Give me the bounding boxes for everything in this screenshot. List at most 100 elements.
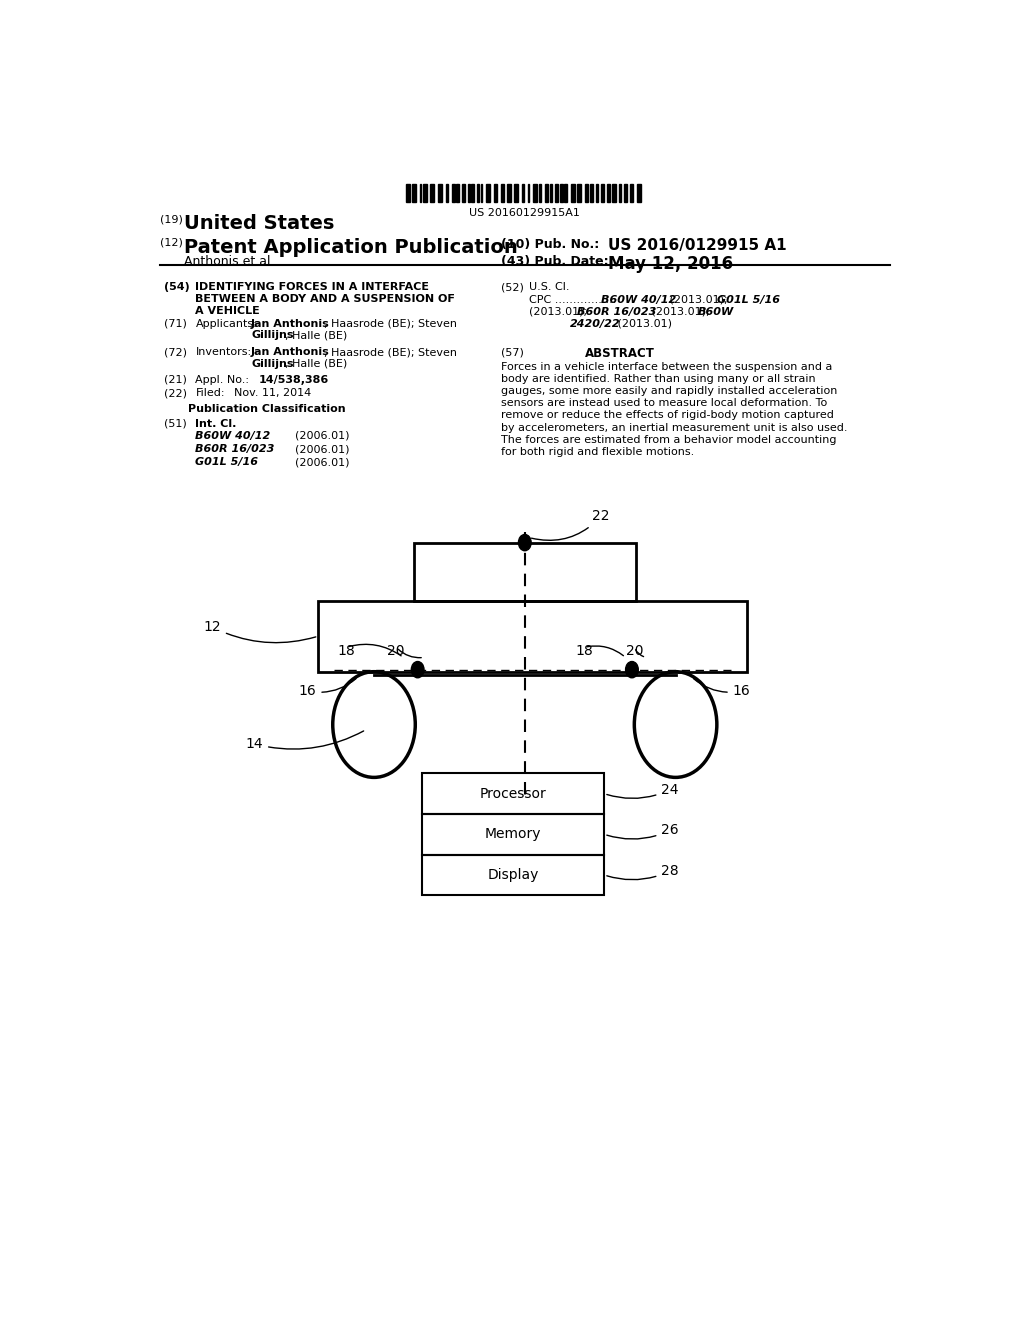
Bar (618, 183, 622, 202)
Circle shape (518, 535, 531, 550)
Text: United States: United States (183, 214, 334, 234)
Text: Jan Anthonis: Jan Anthonis (251, 319, 330, 329)
Text: B60W: B60W (697, 306, 734, 317)
Text: Memory: Memory (484, 828, 541, 841)
Text: body are identified. Rather than using many or all strain: body are identified. Rather than using m… (501, 374, 816, 384)
Text: (2006.01): (2006.01) (295, 444, 349, 454)
Text: (2013.01);: (2013.01); (666, 294, 728, 305)
Text: (19): (19) (160, 214, 182, 224)
Bar (420, 183, 421, 202)
Text: IDENTIFYING FORCES IN A INTERFACE
BETWEEN A BODY AND A SUSPENSION OF
A VEHICLE: IDENTIFYING FORCES IN A INTERFACE BETWEE… (196, 282, 456, 315)
Text: 18: 18 (575, 644, 593, 659)
Bar (422, 854, 604, 895)
Text: 18: 18 (337, 644, 355, 659)
Text: (52): (52) (501, 282, 524, 293)
Bar (318, 601, 748, 672)
Bar (550, 183, 552, 202)
Text: (22): (22) (164, 388, 186, 399)
Bar (514, 183, 518, 202)
Text: B60R 16/023: B60R 16/023 (578, 306, 656, 317)
Text: (10) Pub. No.:: (10) Pub. No.: (501, 238, 608, 251)
Bar (495, 183, 498, 202)
Text: Anthonis et al.: Anthonis et al. (183, 255, 274, 268)
Text: Jan Anthonis: Jan Anthonis (251, 347, 330, 358)
Text: (12): (12) (160, 238, 182, 248)
Text: 20: 20 (626, 644, 643, 659)
Text: ABSTRACT: ABSTRACT (585, 347, 655, 360)
Text: (2013.01);: (2013.01); (648, 306, 710, 317)
Text: (2006.01): (2006.01) (295, 457, 349, 467)
Text: 22: 22 (531, 510, 609, 540)
Bar (601, 183, 604, 202)
Bar (585, 183, 588, 202)
Bar (406, 183, 410, 202)
Text: , Haasrode (BE); Steven: , Haasrode (BE); Steven (324, 347, 457, 358)
Text: Int. Cl.: Int. Cl. (196, 418, 237, 429)
Bar (422, 774, 604, 814)
Bar (480, 183, 482, 202)
Text: B60W 40/12: B60W 40/12 (196, 430, 270, 441)
Bar (423, 183, 427, 202)
Bar (611, 183, 615, 202)
Text: Nov. 11, 2014: Nov. 11, 2014 (234, 388, 311, 399)
Text: Gillijns: Gillijns (251, 330, 294, 341)
Bar (446, 183, 447, 202)
Text: Inventors:: Inventors: (196, 347, 252, 358)
Text: Filed:: Filed: (196, 388, 225, 399)
Text: (2006.01): (2006.01) (295, 430, 349, 441)
Bar (430, 183, 434, 202)
Text: B60W 40/12: B60W 40/12 (601, 294, 676, 305)
Bar (452, 183, 455, 202)
Bar (471, 183, 474, 202)
Text: US 2016/0129915 A1: US 2016/0129915 A1 (608, 238, 786, 252)
Bar (540, 183, 541, 202)
Text: gauges, some more easily and rapidly installed acceleration: gauges, some more easily and rapidly ins… (501, 385, 838, 396)
Text: The forces are estimated from a behavior model accounting: The forces are estimated from a behavior… (501, 434, 837, 445)
Bar (545, 183, 548, 202)
Text: Applicants:: Applicants: (196, 319, 257, 329)
Circle shape (626, 661, 638, 677)
Text: (2013.01);: (2013.01); (528, 306, 587, 317)
Text: 14: 14 (246, 731, 364, 751)
Bar (462, 183, 465, 202)
Text: CPC .................: CPC ................. (528, 294, 616, 305)
Text: 26: 26 (607, 824, 679, 840)
Text: Gillijns: Gillijns (251, 359, 294, 368)
Text: US 20160129915A1: US 20160129915A1 (469, 209, 581, 218)
Bar (625, 183, 627, 202)
Text: Processor: Processor (479, 787, 546, 801)
Text: Publication Classification: Publication Classification (188, 404, 346, 414)
Text: G01L 5/16: G01L 5/16 (196, 457, 258, 467)
Text: (54): (54) (164, 282, 189, 293)
Text: Appl. No.:: Appl. No.: (196, 375, 250, 385)
Text: (43) Pub. Date:: (43) Pub. Date: (501, 255, 608, 268)
Bar (457, 183, 459, 202)
Text: 14/538,386: 14/538,386 (259, 375, 329, 385)
Text: Display: Display (487, 869, 539, 882)
Text: (57): (57) (501, 347, 524, 358)
Text: sensors are instead used to measure local deformation. To: sensors are instead used to measure loca… (501, 399, 827, 408)
Text: (71): (71) (164, 319, 186, 329)
Text: 20: 20 (387, 644, 404, 659)
Bar (486, 183, 490, 202)
Bar (596, 183, 598, 202)
Text: (2013.01): (2013.01) (614, 319, 673, 329)
Text: , Haasrode (BE); Steven: , Haasrode (BE); Steven (324, 319, 457, 329)
Bar (522, 183, 523, 202)
Bar (422, 814, 604, 854)
Bar (637, 183, 641, 202)
Bar (501, 183, 504, 202)
Bar (507, 183, 511, 202)
Bar (534, 183, 538, 202)
Bar (414, 543, 636, 601)
Text: for both rigid and flexible motions.: for both rigid and flexible motions. (501, 447, 694, 457)
Text: (51): (51) (164, 418, 186, 429)
Text: U.S. Cl.: U.S. Cl. (528, 282, 569, 293)
Text: 16: 16 (693, 678, 751, 698)
Text: remove or reduce the effects of rigid-body motion captured: remove or reduce the effects of rigid-bo… (501, 411, 834, 421)
Bar (527, 183, 529, 202)
Text: (72): (72) (164, 347, 186, 358)
Text: G01L 5/16: G01L 5/16 (717, 294, 780, 305)
Text: (21): (21) (164, 375, 186, 385)
Text: Forces in a vehicle interface between the suspension and a: Forces in a vehicle interface between th… (501, 362, 833, 372)
